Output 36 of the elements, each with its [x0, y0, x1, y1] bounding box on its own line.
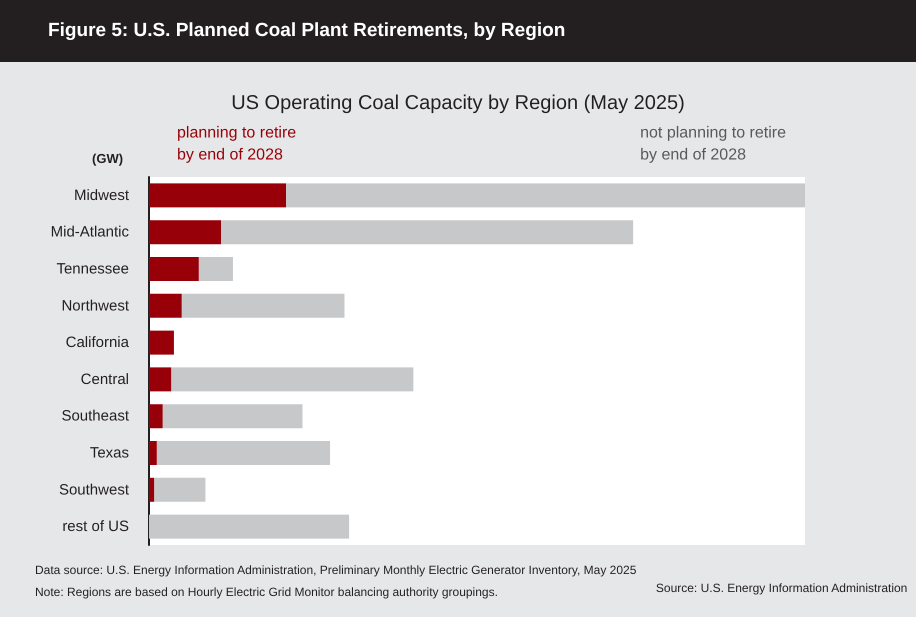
- bar: [286, 183, 805, 208]
- y-tick-label: rest of US: [62, 518, 129, 536]
- bar: [149, 367, 172, 392]
- y-tick-label: Central: [80, 370, 129, 388]
- bar: [182, 294, 344, 318]
- y-tick-label: Tennessee: [56, 260, 129, 278]
- bar: [154, 478, 206, 502]
- bar: [149, 330, 174, 355]
- y-tick-label: Northwest: [61, 297, 130, 314]
- bar: [162, 404, 303, 428]
- series-label: planning to retire by end of 2028: [177, 124, 296, 164]
- bar: [149, 220, 222, 244]
- y-tick-label: Texas: [90, 444, 129, 462]
- bar: [149, 514, 350, 539]
- bar: [198, 257, 233, 281]
- bar: [149, 257, 199, 281]
- bar: [149, 183, 286, 208]
- y-tick-label: Southwest: [58, 481, 130, 498]
- bar: [149, 478, 154, 502]
- bar: [149, 441, 157, 465]
- bar: [221, 220, 634, 244]
- y-tick-label: California: [66, 334, 130, 352]
- y-tick-label: Mid-Atlantic: [50, 224, 130, 241]
- chart-title: Figure 5: U.S. Planned Coal Plant Retirements, by Region: [0, 0, 916, 62]
- bar: [171, 367, 414, 392]
- source-note: Source: U.S. Energy Information Administration: [656, 581, 908, 595]
- y-tick-label: Southeast: [61, 408, 130, 425]
- chart-subtitle: US Operating Coal Capacity by Region (May 2025): [231, 92, 685, 114]
- text: Note: Regions are based on Hourly Electric Grid Monitor balancing authority groupings.: [35, 585, 498, 599]
- series-label: not planning to retire by end of 2028: [640, 124, 786, 164]
- source-note: Data source: U.S. Energy Information Administration, Preliminary Monthly Electric Generator Inventory, May 2025: [35, 563, 637, 577]
- bar: [149, 294, 182, 318]
- bar: [156, 441, 330, 465]
- bar: [149, 404, 163, 428]
- y-axis-title: (GW): [92, 151, 124, 166]
- y-tick-label: Midwest: [74, 186, 130, 204]
